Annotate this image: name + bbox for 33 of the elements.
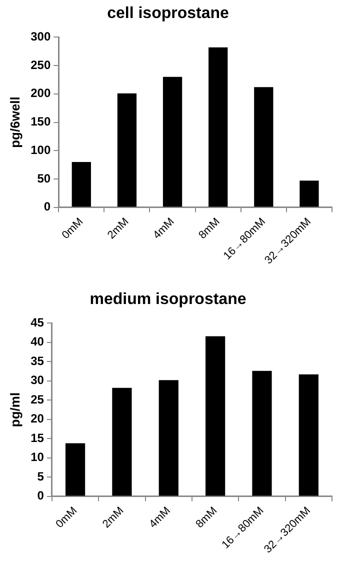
- bar: [72, 162, 91, 207]
- y-tick-label: 50: [37, 171, 51, 186]
- y-tick-label: 5: [37, 469, 44, 484]
- y-tick-label: 0: [44, 200, 51, 214]
- y-tick-label: 10: [30, 450, 44, 464]
- y-tick-label: 100: [30, 142, 51, 157]
- y-tick-label: 35: [30, 354, 44, 368]
- bar: [298, 374, 318, 496]
- bar: [158, 380, 178, 496]
- y-tick-label: 300: [30, 30, 51, 44]
- bar: [300, 180, 319, 207]
- bar: [254, 87, 274, 207]
- bar: [65, 443, 86, 496]
- bar: [206, 336, 226, 496]
- y-tick-label: 30: [30, 373, 44, 388]
- y-tick-label: 200: [30, 86, 51, 100]
- y-tick-label: 15: [30, 430, 44, 445]
- y-tick-label: 40: [30, 334, 44, 349]
- bar: [162, 76, 182, 207]
- y-tick-label: 250: [30, 58, 51, 72]
- y-axis-title: pg/ml: [7, 392, 22, 428]
- chart-title: medium isoprostane: [90, 291, 246, 308]
- y-tick-label: 45: [30, 316, 44, 330]
- y-tick-label: 25: [30, 392, 44, 406]
- y-tick-label: 150: [30, 114, 51, 129]
- y-tick-label: 0: [37, 488, 44, 503]
- chart-title: cell isoprostane: [107, 5, 230, 22]
- bar: [112, 388, 132, 496]
- bar: [117, 93, 137, 207]
- bar: [208, 47, 228, 207]
- y-axis-title: pg/6well: [7, 96, 22, 148]
- bar: [252, 370, 272, 496]
- y-tick-label: 20: [30, 412, 44, 426]
